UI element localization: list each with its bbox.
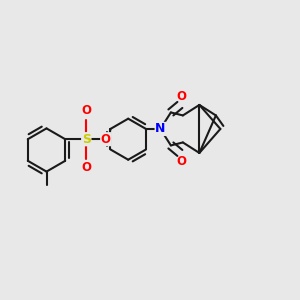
Text: O: O bbox=[81, 104, 91, 117]
Text: O: O bbox=[176, 89, 186, 103]
Text: O: O bbox=[81, 161, 91, 174]
Text: O: O bbox=[101, 133, 111, 146]
Text: S: S bbox=[82, 133, 91, 146]
Text: N: N bbox=[155, 122, 166, 135]
Text: O: O bbox=[176, 155, 186, 168]
